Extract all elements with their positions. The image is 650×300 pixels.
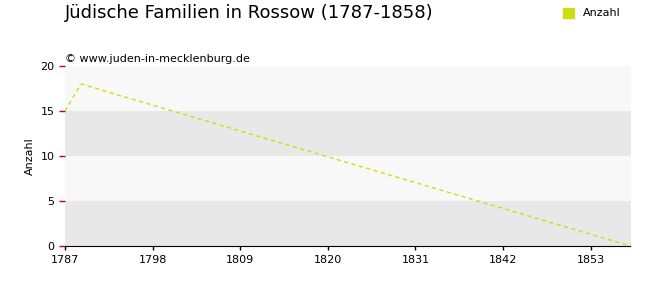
Text: Jüdische Familien in Rossow (1787-1858): Jüdische Familien in Rossow (1787-1858) bbox=[65, 4, 434, 22]
Bar bbox=[65, 201, 630, 246]
Y-axis label: Anzahl: Anzahl bbox=[25, 137, 35, 175]
Text: © www.juden-in-mecklenburg.de: © www.juden-in-mecklenburg.de bbox=[65, 54, 250, 64]
Bar bbox=[65, 66, 630, 111]
Legend: Anzahl: Anzahl bbox=[558, 3, 625, 23]
Bar bbox=[65, 156, 630, 201]
Bar bbox=[65, 111, 630, 156]
